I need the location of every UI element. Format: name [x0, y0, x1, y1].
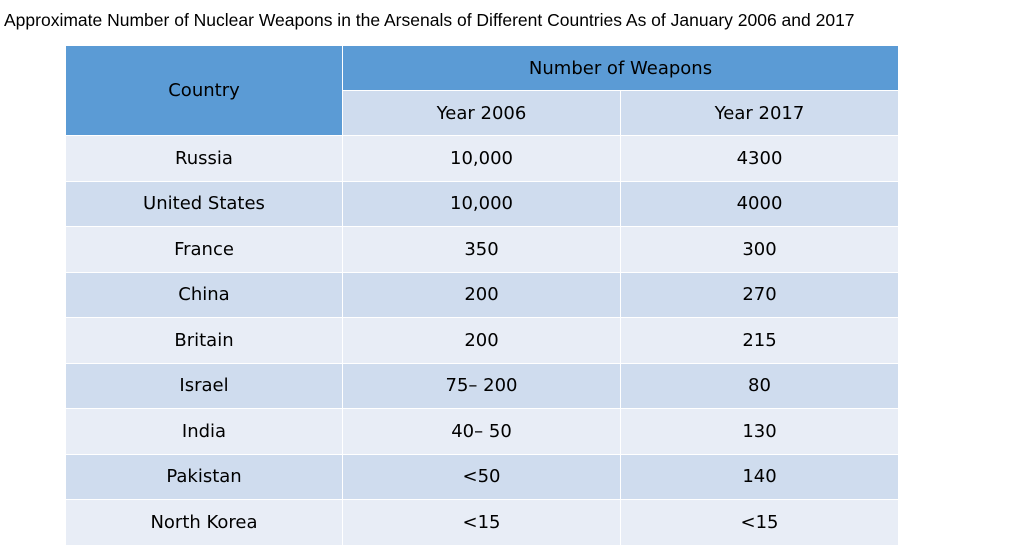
cell-2017: 270 — [620, 271, 899, 318]
cell-country: Britain — [65, 317, 343, 364]
nuclear-weapons-table: Country Number of Weapons Year 2006 Year… — [65, 45, 899, 546]
cell-2017: 130 — [620, 408, 899, 455]
header-country: Country — [65, 45, 343, 136]
cell-country: China — [65, 271, 343, 318]
header-number-of-weapons: Number of Weapons — [342, 45, 899, 91]
cell-2006: 200 — [342, 271, 621, 318]
table-row: Pakistan <50 140 — [65, 453, 899, 500]
cell-2006: <15 — [342, 499, 621, 546]
cell-2006: 200 — [342, 317, 621, 364]
cell-2006: <50 — [342, 453, 621, 500]
cell-2017: <15 — [620, 499, 899, 546]
cell-country: United States — [65, 180, 343, 227]
chart-title: Approximate Number of Nuclear Weapons in… — [4, 10, 855, 30]
cell-country: Russia — [65, 135, 343, 182]
cell-country: France — [65, 226, 343, 273]
table-row: United States 10,000 4000 — [65, 180, 899, 227]
table-row: Britain 200 215 — [65, 317, 899, 364]
cell-country: North Korea — [65, 499, 343, 546]
table-row: North Korea <15 <15 — [65, 499, 899, 546]
cell-country: Pakistan — [65, 453, 343, 500]
table-row: France 350 300 — [65, 226, 899, 273]
cell-2006: 75– 200 — [342, 362, 621, 409]
cell-2017: 215 — [620, 317, 899, 364]
table-row: India 40– 50 130 — [65, 408, 899, 455]
cell-2006: 350 — [342, 226, 621, 273]
header-year-2006: Year 2006 — [342, 90, 621, 136]
cell-2017: 80 — [620, 362, 899, 409]
cell-country: India — [65, 408, 343, 455]
cell-2006: 10,000 — [342, 135, 621, 182]
cell-2017: 300 — [620, 226, 899, 273]
header-year-2017: Year 2017 — [620, 90, 899, 136]
cell-2017: 140 — [620, 453, 899, 500]
cell-country: Israel — [65, 362, 343, 409]
cell-2006: 40– 50 — [342, 408, 621, 455]
table-row: Israel 75– 200 80 — [65, 362, 899, 409]
table-row: China 200 270 — [65, 271, 899, 318]
table-row: Russia 10,000 4300 — [65, 135, 899, 182]
cell-2017: 4000 — [620, 180, 899, 227]
cell-2006: 10,000 — [342, 180, 621, 227]
cell-2017: 4300 — [620, 135, 899, 182]
